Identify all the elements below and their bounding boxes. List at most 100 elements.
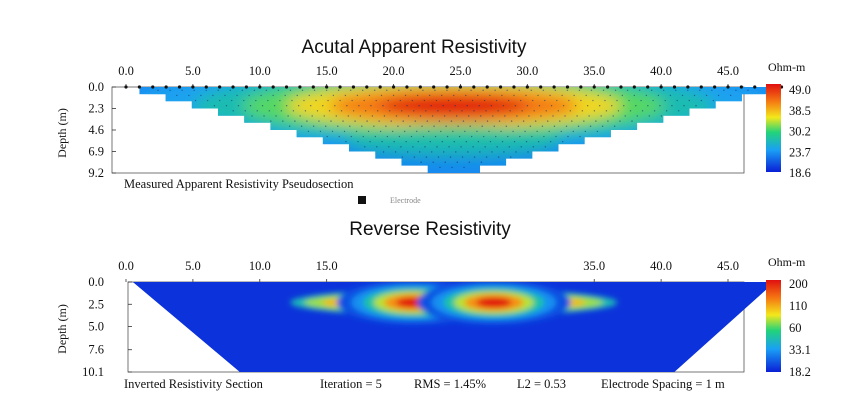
data-point [548, 130, 550, 133]
chart-title: Reverse Resistivity [349, 219, 511, 240]
data-point [358, 104, 360, 107]
data-point [560, 130, 562, 133]
anomaly-contour [379, 95, 529, 116]
data-point [596, 130, 599, 133]
electrode-marker [485, 85, 489, 89]
data-point [306, 120, 308, 122]
data-point [479, 151, 481, 153]
data-point [579, 135, 581, 138]
data-point [323, 115, 325, 117]
data-point [345, 140, 347, 143]
data-point [562, 104, 565, 107]
data-point [181, 89, 183, 91]
data-point [524, 130, 526, 133]
electrode-marker [124, 85, 128, 89]
data-point [472, 146, 474, 148]
data-point [468, 161, 471, 163]
data-point [299, 115, 301, 117]
electrode-marker [458, 85, 463, 89]
caption-section-name: Inverted Resistivity Section [124, 377, 264, 391]
data-point [313, 89, 316, 91]
data-point [436, 146, 438, 148]
data-point [248, 94, 250, 97]
data-point [538, 104, 541, 107]
electrode-marker [418, 85, 422, 89]
data-point [509, 110, 511, 112]
data-point [176, 94, 178, 97]
data-point [282, 120, 284, 122]
data-point [553, 125, 556, 127]
x-tick-label: 20.0 [383, 64, 405, 78]
data-point [292, 110, 295, 112]
data-point [205, 89, 207, 91]
data-point [398, 135, 401, 138]
data-point [571, 120, 573, 122]
data-point [664, 99, 666, 102]
data-point [480, 161, 483, 163]
data-point [576, 115, 578, 117]
data-point [446, 89, 448, 91]
electrode-marker [218, 85, 222, 89]
data-point [645, 94, 648, 97]
data-point [735, 89, 737, 91]
data-point [466, 104, 468, 107]
electrode-marker [244, 85, 248, 89]
data-point [400, 146, 402, 148]
data-point [437, 110, 439, 112]
data-point [525, 94, 527, 97]
data-point [631, 120, 633, 122]
data-point [344, 94, 347, 97]
electrode-marker [271, 85, 275, 89]
data-point [453, 140, 456, 143]
data-point [607, 120, 609, 122]
data-point [200, 94, 202, 97]
data-point [641, 110, 644, 112]
data-point [351, 99, 353, 102]
data-point [572, 130, 574, 133]
data-point [426, 120, 429, 122]
data-point [532, 99, 534, 102]
data-point [438, 120, 441, 122]
data-point [428, 94, 431, 97]
data-point [550, 104, 553, 107]
data-point [482, 135, 485, 138]
electrode-marker [726, 85, 730, 89]
colorbar: Ohm-m 200 110 60 33.1 18.2 [766, 255, 811, 379]
data-point [532, 146, 535, 148]
data-point [717, 94, 720, 97]
data-point [493, 125, 495, 127]
data-point [455, 115, 458, 117]
data-point [236, 94, 238, 97]
data-point [640, 99, 642, 102]
y-tick-label: 6.9 [88, 145, 104, 159]
data-point [387, 99, 389, 102]
x-tick-label: 45.0 [717, 64, 739, 78]
electrode-marker [177, 85, 182, 89]
data-point [486, 120, 489, 122]
data-point [501, 94, 503, 97]
data-point [432, 161, 434, 163]
data-point [586, 104, 589, 107]
electrode-marker [258, 85, 262, 89]
data-point [355, 130, 358, 133]
data-point [580, 99, 582, 102]
data-point [508, 146, 510, 148]
data-point [491, 151, 493, 153]
electrode-marker [151, 85, 155, 89]
data-point [598, 104, 601, 107]
colorbar-tick-label: 30.2 [789, 125, 811, 139]
data-point [652, 99, 654, 102]
data-point [431, 151, 433, 153]
data-point [434, 89, 436, 91]
data-point [334, 104, 336, 107]
electrode-marker [565, 85, 570, 89]
data-point [481, 125, 483, 127]
data-point [455, 151, 457, 153]
data-point [401, 156, 404, 158]
data-point [437, 156, 440, 158]
data-point [452, 130, 454, 133]
data-point [354, 120, 356, 122]
data-point [456, 161, 458, 163]
chart-title: Acutal Apparent Resistivity [302, 37, 527, 58]
data-point [462, 120, 465, 122]
